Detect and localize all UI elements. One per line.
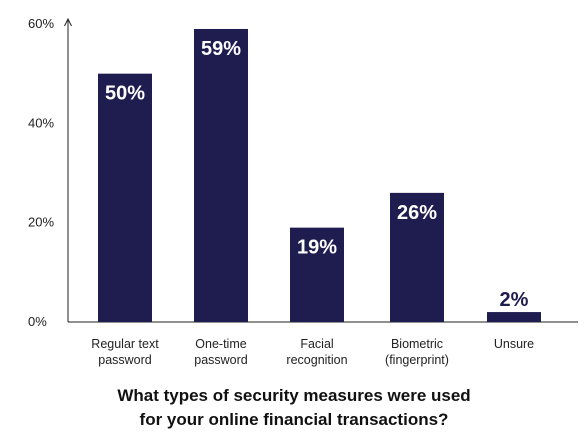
- y-tick-label: 60%: [28, 16, 54, 31]
- chart-title: What types of security measures were use…: [0, 384, 588, 432]
- chart-title-line-1: What types of security measures were use…: [117, 386, 471, 405]
- y-axis-arrow-icon: [64, 17, 72, 27]
- bar: [98, 73, 152, 323]
- bar: [487, 312, 541, 322]
- x-tick-label: password: [194, 353, 248, 367]
- x-tick-label: One-time: [195, 337, 246, 351]
- chart-title-line-2: for your online financial transactions?: [139, 410, 449, 429]
- x-tick-label: recognition: [286, 353, 347, 367]
- y-tick-label: 0%: [28, 314, 47, 329]
- x-tick-label: (fingerprint): [385, 353, 449, 367]
- bar-chart: 0% 20% 40% 60% 50% Regular text password 59% On…: [28, 16, 578, 367]
- bar-value-label: 50%: [105, 83, 145, 105]
- bar-value-label: 59%: [201, 38, 241, 60]
- x-tick-label: password: [98, 353, 152, 367]
- bar-value-label: 2%: [500, 289, 529, 311]
- y-tick-label: 20%: [28, 215, 54, 230]
- chart-labels: 50% Regular text password 59% One-time passwo…: [91, 38, 534, 367]
- x-tick-label: Biometric: [391, 337, 443, 351]
- bar-value-label: 26%: [397, 202, 437, 224]
- y-tick-label: 40%: [28, 115, 54, 130]
- bar: [194, 28, 248, 322]
- x-tick-label: Facial: [300, 337, 333, 351]
- bar-value-label: 19%: [297, 237, 337, 259]
- x-tick-label: Regular text: [91, 337, 159, 351]
- bar: [290, 227, 344, 322]
- chart-bars: [98, 28, 541, 323]
- bar: [390, 192, 444, 322]
- x-tick-label: Unsure: [494, 337, 534, 351]
